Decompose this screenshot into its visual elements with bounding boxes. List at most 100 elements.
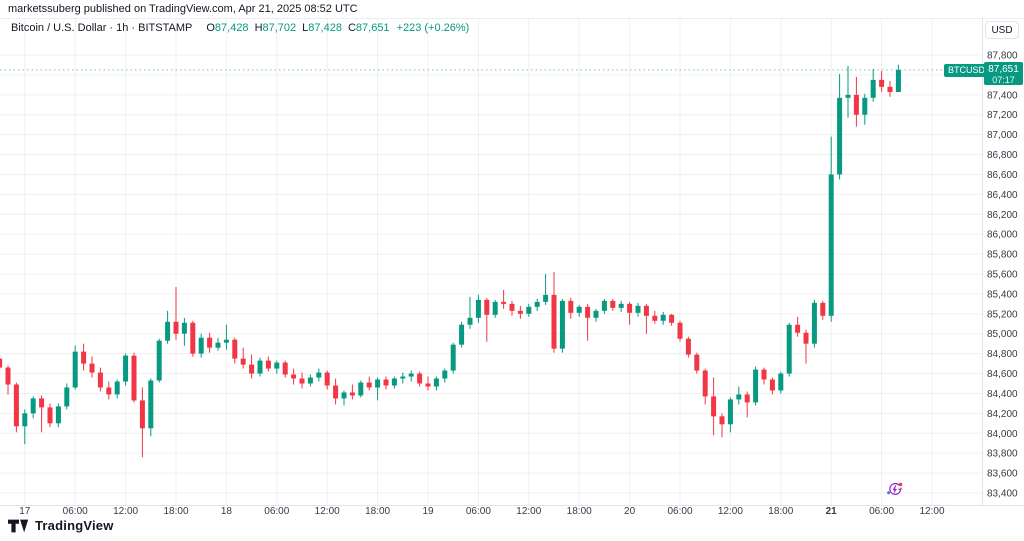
candle: [795, 316, 801, 337]
candle: [425, 376, 431, 391]
candle: [660, 311, 666, 325]
price-axis-tick[interactable]: 87,400: [987, 90, 1018, 101]
events-icon[interactable]: [886, 481, 904, 499]
candle: [299, 372, 305, 389]
price-axis-tick[interactable]: 83,800: [987, 449, 1018, 460]
change-value: +223 (+0.26%): [396, 22, 470, 34]
candle: [870, 68, 876, 102]
price-axis-tick[interactable]: 84,400: [987, 389, 1018, 400]
price-axis-tick[interactable]: 84,800: [987, 349, 1018, 360]
time-axis-tick[interactable]: 18:00: [163, 506, 188, 517]
candle: [97, 367, 103, 392]
candle: [64, 383, 70, 410]
time-axis-tick[interactable]: 18:00: [567, 506, 592, 517]
candle: [249, 354, 255, 379]
candle: [727, 397, 733, 433]
time-axis-tick[interactable]: 12:00: [919, 506, 944, 517]
price-axis-tick[interactable]: 84,000: [987, 429, 1018, 440]
price-axis-tick[interactable]: 86,800: [987, 150, 1018, 161]
price-axis-tick[interactable]: 86,200: [987, 210, 1018, 221]
time-axis-tick[interactable]: 18: [221, 506, 233, 517]
candle: [610, 298, 616, 311]
candle: [55, 403, 61, 428]
candle: [887, 80, 893, 97]
candle: [148, 378, 154, 437]
attribution-text: marketssuberg published on TradingView.c…: [8, 3, 358, 15]
candle: [366, 376, 372, 391]
time-axis-tick[interactable]: 18:00: [365, 506, 390, 517]
candle: [22, 409, 28, 445]
candle: [492, 299, 498, 318]
time-axis-tick[interactable]: 06:00: [667, 506, 692, 517]
last-price-value: 87,651: [988, 64, 1019, 75]
price-axis-tick[interactable]: 85,800: [987, 250, 1018, 261]
candle: [223, 324, 229, 350]
ohlc-high: H87,702: [254, 22, 297, 34]
candle: [694, 352, 700, 374]
currency-usd-button[interactable]: USD: [985, 21, 1019, 39]
candle: [123, 353, 129, 386]
candle: [265, 356, 271, 372]
ohlc-open: O87,428: [206, 22, 249, 34]
candle: [114, 379, 120, 399]
candle: [484, 297, 490, 342]
candle: [139, 387, 145, 458]
candle: [181, 317, 187, 346]
price-axis-tick[interactable]: 87,800: [987, 51, 1018, 62]
time-axis-tick[interactable]: 06:00: [869, 506, 894, 517]
price-axis-tick[interactable]: 86,600: [987, 170, 1018, 181]
price-axis-tick[interactable]: 84,600: [987, 369, 1018, 380]
time-axis-tick[interactable]: 06:00: [466, 506, 491, 517]
candle: [333, 378, 339, 405]
price-axis-tick[interactable]: 85,200: [987, 309, 1018, 320]
time-axis-tick[interactable]: 18:00: [768, 506, 793, 517]
candle: [627, 301, 633, 325]
time-axis-tick[interactable]: 17: [19, 506, 31, 517]
time-axis-tick[interactable]: 21: [826, 506, 838, 517]
price-axis-tick[interactable]: 85,400: [987, 289, 1018, 300]
candle: [559, 298, 565, 353]
time-axis-tick[interactable]: 06:00: [264, 506, 289, 517]
candle: [0, 354, 3, 372]
candle: [543, 274, 549, 305]
time-axis-tick[interactable]: 12:00: [315, 506, 340, 517]
candle: [198, 333, 204, 358]
tradingview-logo[interactable]: TradingView: [8, 518, 114, 533]
candle: [711, 377, 717, 436]
price-axis-tick[interactable]: 83,600: [987, 469, 1018, 480]
candle: [744, 391, 750, 418]
price-axis-tick[interactable]: 87,200: [987, 110, 1018, 121]
candle: [207, 332, 213, 353]
time-axis-tick[interactable]: 19: [422, 506, 434, 517]
plot-area: [0, 18, 982, 506]
candle: [106, 381, 112, 400]
candle: [475, 294, 481, 323]
symbol-title[interactable]: Bitcoin / U.S. Dollar · 1h · BITSTAMP: [11, 22, 193, 34]
time-axis-tick[interactable]: 12:00: [516, 506, 541, 517]
price-axis-tick[interactable]: 85,600: [987, 270, 1018, 281]
price-axis-tick[interactable]: 87,000: [987, 130, 1018, 141]
time-axis-tick[interactable]: 06:00: [63, 506, 88, 517]
time-axis-tick[interactable]: 12:00: [113, 506, 138, 517]
price-axis-tick[interactable]: 86,000: [987, 230, 1018, 241]
time-axis-tick[interactable]: 12:00: [718, 506, 743, 517]
candle: [358, 380, 364, 398]
price-axis-tick[interactable]: 84,200: [987, 409, 1018, 420]
candle: [895, 64, 901, 93]
candle: [131, 352, 137, 403]
price-axis-tick[interactable]: 86,400: [987, 190, 1018, 201]
candle: [47, 403, 53, 428]
candle: [652, 310, 658, 324]
candle: [215, 337, 221, 351]
candle: [576, 304, 582, 317]
candle: [853, 76, 859, 127]
price-axis-tick[interactable]: 83,400: [987, 489, 1018, 500]
candle: [669, 313, 675, 326]
candle: [173, 286, 179, 340]
time-axis-tick[interactable]: 20: [624, 506, 636, 517]
price-axis-tick[interactable]: 85,000: [987, 329, 1018, 340]
candle: [257, 357, 263, 377]
candle: [417, 371, 423, 387]
